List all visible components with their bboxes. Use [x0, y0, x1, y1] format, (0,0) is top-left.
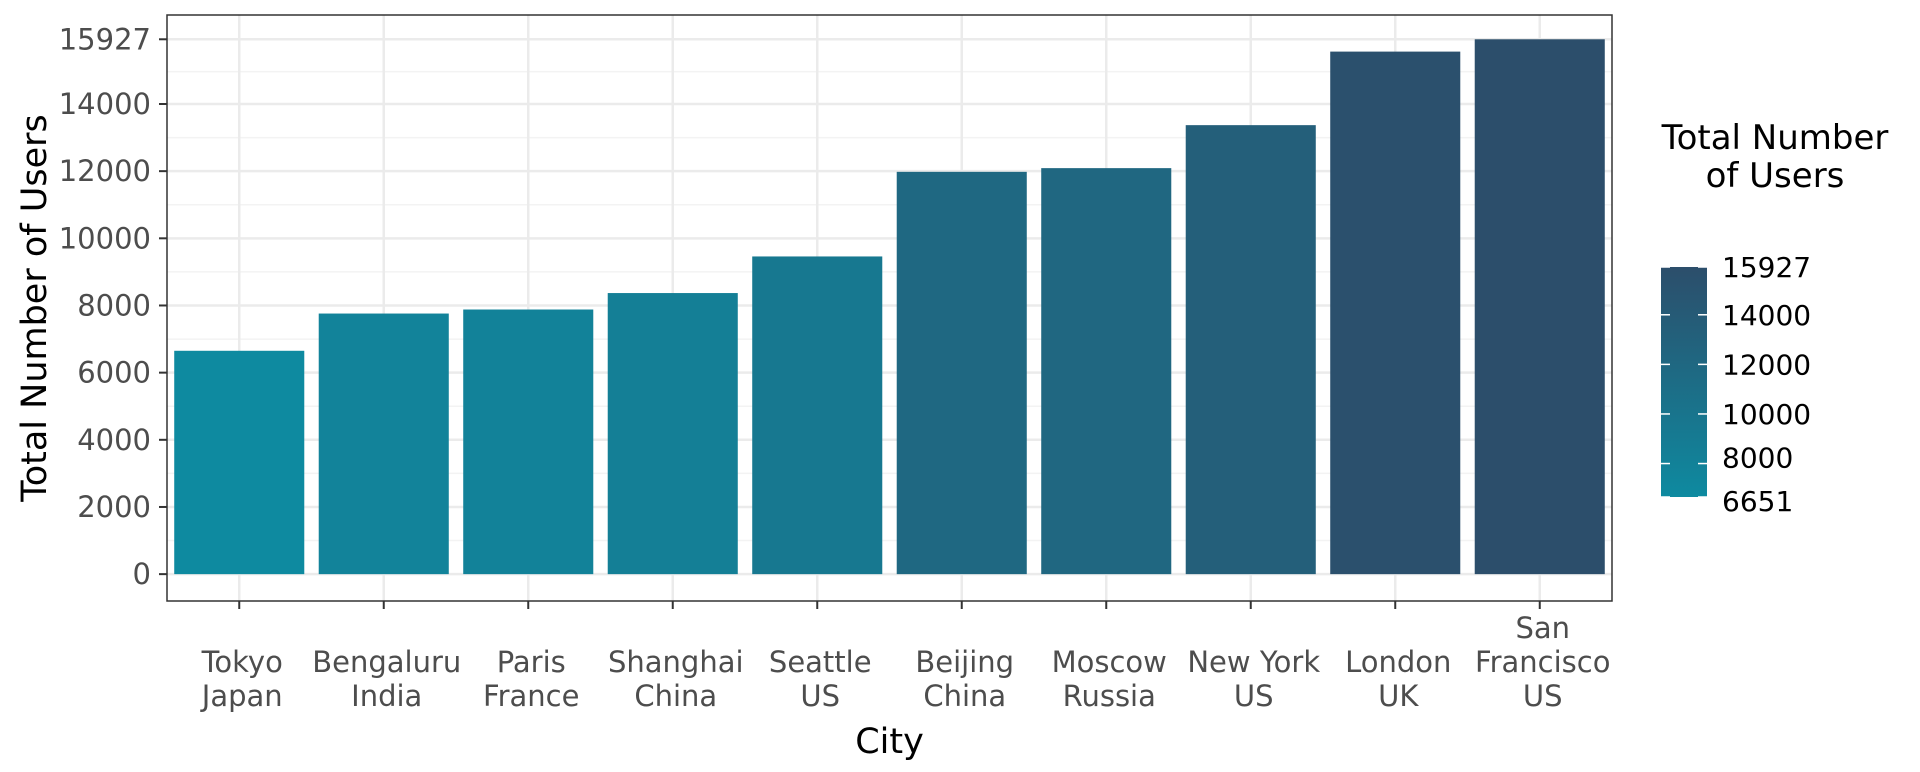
x-tick-label: Russia — [1063, 679, 1156, 713]
y-tick-label: 6000 — [77, 356, 151, 390]
x-tick-label: Japan — [200, 679, 283, 713]
y-tick-label: 12000 — [59, 154, 151, 188]
x-tick-label: Francisco — [1475, 645, 1610, 679]
x-tick-label: London — [1345, 645, 1451, 679]
bar-london-uk — [1330, 51, 1461, 575]
x-axis-title: City — [855, 722, 924, 762]
x-tick-label: India — [351, 679, 422, 713]
x-tick-label: San — [1515, 611, 1570, 645]
legend-title: of Users — [1706, 156, 1845, 196]
x-tick-label: China — [923, 679, 1006, 713]
y-tick-label: 4000 — [77, 423, 151, 457]
x-tick-label: US — [1234, 679, 1274, 713]
x-tick-label: France — [483, 679, 579, 713]
legend-title: Total Number — [1661, 118, 1889, 158]
bar-moscow-russia — [1041, 168, 1172, 575]
x-tick-label: China — [634, 679, 717, 713]
legend-tick-label: 6651 — [1722, 485, 1793, 518]
bar-beijing-china — [896, 171, 1027, 575]
legend-colorbar — [1661, 267, 1707, 497]
plot-panel-border — [166, 14, 1613, 602]
y-tick-label: 15927 — [59, 22, 151, 56]
y-tick-label: 8000 — [77, 288, 151, 322]
x-tick-label: Tokyo — [201, 645, 283, 679]
x-tick-label: Bengaluru — [312, 645, 461, 679]
bar-seattle-us — [752, 256, 883, 575]
bar-shanghai-china — [607, 293, 738, 575]
y-tick-label: 10000 — [59, 221, 151, 255]
bar-new-york-us — [1185, 125, 1316, 575]
x-tick-label: Shanghai — [608, 645, 744, 679]
legend-tick-label: 8000 — [1722, 442, 1793, 475]
bar-paris-france — [463, 309, 594, 575]
x-tick-label: US — [800, 679, 840, 713]
x-tick-label: Paris — [497, 645, 566, 679]
y-tick-label: 2000 — [77, 490, 151, 524]
x-tick-label: US — [1523, 679, 1563, 713]
y-tick-label: 0 — [133, 557, 151, 591]
legend-tick-label: 14000 — [1722, 299, 1811, 332]
x-tick-label: Moscow — [1052, 645, 1167, 679]
bar-tokyo-japan — [174, 350, 305, 575]
x-tick-label: UK — [1378, 679, 1419, 713]
x-tick-label: Seattle — [769, 645, 872, 679]
legend-tick-label: 12000 — [1722, 348, 1811, 381]
legend-tick-label: 10000 — [1722, 398, 1811, 431]
bar-san-francisco-us — [1474, 39, 1605, 575]
y-tick-label: 14000 — [59, 87, 151, 121]
x-tick-label: New York — [1187, 645, 1320, 679]
bar-bengaluru-india — [318, 313, 449, 575]
x-tick-label: Beijing — [915, 645, 1014, 679]
y-axis-title: Total Number of Users — [15, 114, 55, 502]
legend-tick-label: 15927 — [1722, 251, 1811, 284]
